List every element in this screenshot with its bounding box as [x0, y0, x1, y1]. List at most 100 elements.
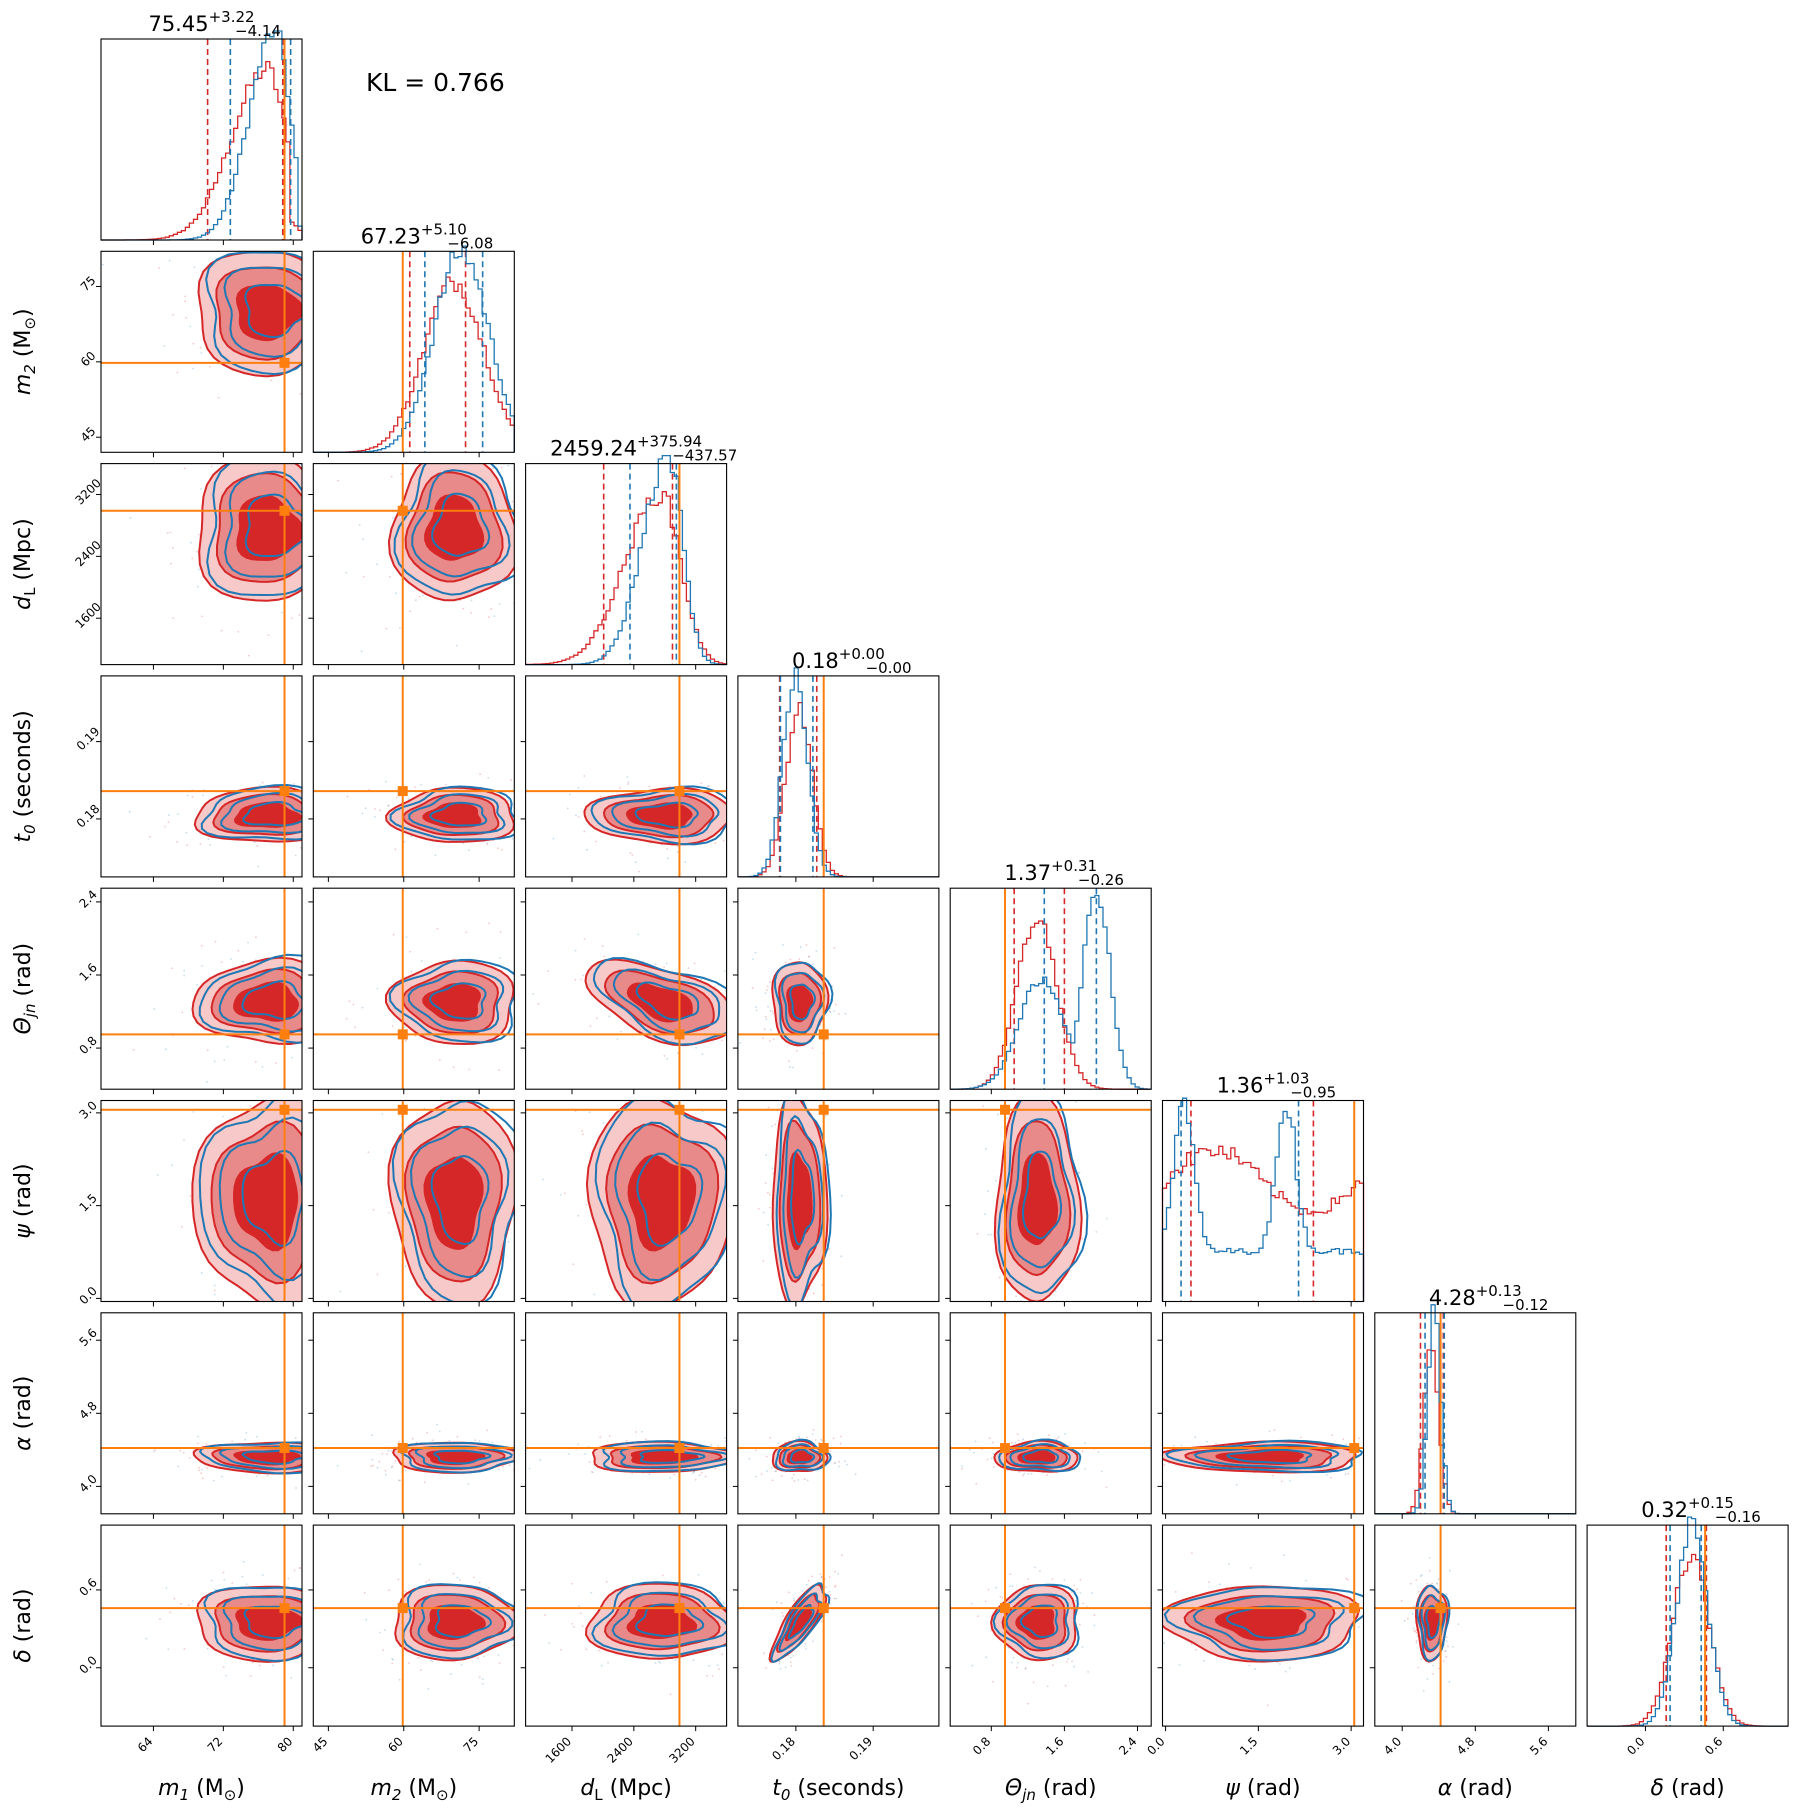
sample-point: [789, 958, 792, 961]
sample-point: [309, 1217, 311, 1219]
sample-point: [751, 987, 754, 990]
sample-point: [346, 795, 349, 798]
panel-frame: [949, 887, 1152, 1090]
sample-point: [315, 1594, 317, 1596]
sample-point: [828, 1010, 831, 1013]
sample-point: [311, 423, 313, 425]
sample-point: [492, 467, 494, 470]
sample-point: [327, 819, 329, 821]
sample-point: [729, 1604, 731, 1606]
sample-point: [178, 1307, 180, 1309]
sample-point: [418, 595, 421, 598]
sample-point: [379, 1131, 381, 1133]
sample-point: [408, 950, 411, 953]
sample-point: [405, 936, 408, 938]
sample-point: [763, 1652, 765, 1655]
contour-blue-0: [774, 1438, 832, 1472]
sample-point: [1437, 1588, 1440, 1591]
sample-point: [308, 1471, 310, 1473]
contour-blue-0: [1163, 1586, 1364, 1662]
sample-point: [209, 365, 211, 368]
sample-point: [616, 1038, 619, 1040]
sample-point: [189, 1457, 191, 1459]
sample-point: [692, 1659, 695, 1662]
sample-point: [1147, 1461, 1149, 1463]
contour-blue-2: [244, 493, 302, 557]
sample-point: [296, 1327, 298, 1329]
sample-point: [308, 1277, 310, 1279]
sample-point: [418, 1563, 421, 1566]
sample-point: [323, 1455, 325, 1457]
histogram-red-m2: [313, 276, 515, 453]
sample-point: [768, 1193, 771, 1196]
sample-point: [1006, 1117, 1009, 1119]
sample-point: [814, 1439, 817, 1441]
sample-point: [803, 1478, 806, 1480]
sample-point: [1082, 1602, 1084, 1605]
panel-frame: [100, 38, 303, 241]
sample-point: [530, 1619, 532, 1621]
sample-point: [391, 1465, 394, 1468]
sample-point: [834, 1462, 837, 1464]
sample-point: [1052, 1664, 1054, 1666]
sample-point: [252, 1661, 254, 1664]
sample-point: [473, 1576, 475, 1579]
contour-blue-1: [1193, 1443, 1340, 1469]
sample-point: [367, 1151, 370, 1153]
sample-point: [500, 849, 503, 851]
sample-point: [244, 1438, 247, 1441]
sample-point: [762, 1037, 764, 1040]
sample-point: [237, 1094, 239, 1096]
sample-point: [637, 933, 640, 936]
sample-point: [309, 821, 311, 823]
sample-point: [792, 1357, 794, 1359]
sample-point: [545, 1643, 547, 1645]
panel-theta_jn-vs-alpha: [945, 1312, 1152, 1519]
sample-point: [1054, 1290, 1057, 1292]
sample-point: [518, 454, 520, 456]
sample-point: [1273, 1429, 1276, 1431]
sample-point: [507, 800, 509, 802]
sample-point: [724, 1437, 726, 1439]
sample-point: [854, 1473, 857, 1476]
sample-point: [340, 1465, 342, 1467]
sample-point: [392, 1658, 394, 1661]
sample-point: [1268, 1430, 1271, 1433]
sample-point: [805, 944, 808, 946]
panel-frame: [100, 1099, 303, 1303]
sample-point: [335, 1046, 337, 1048]
sample-point: [1010, 1661, 1013, 1664]
sample-point: [619, 787, 621, 790]
truth-marker: [1349, 1603, 1360, 1614]
sample-point: [381, 1468, 383, 1470]
histogram-blue-t0: [737, 667, 939, 878]
sample-point: [517, 806, 519, 808]
sample-point: [695, 1046, 697, 1049]
sample-point: [792, 1597, 795, 1600]
y-tick-label-theta_jn: 0.8: [76, 1034, 99, 1057]
sample-point: [1452, 1645, 1454, 1648]
x-tick-label-t0: 0.19: [847, 1734, 876, 1763]
sample-point: [676, 850, 679, 853]
contour-blue-1: [778, 1592, 823, 1652]
truth-marker: [279, 1603, 290, 1614]
sample-point: [452, 1572, 455, 1575]
sample-point: [355, 320, 357, 322]
sample-point: [755, 1475, 758, 1478]
sample-point: [258, 784, 261, 787]
sample-point: [499, 957, 502, 959]
sample-point: [673, 1091, 675, 1093]
panel-dL: 2459.24+375.94−437.57: [524, 433, 737, 670]
sample-point: [334, 1621, 336, 1623]
y-tick-label-t0: 0.19: [74, 724, 103, 753]
sample-point: [676, 845, 679, 848]
panel-m1-vs-delta: 64 72 800.00.6: [76, 1524, 336, 1755]
sample-point: [746, 1225, 748, 1227]
sample-point: [462, 842, 465, 845]
sample-point: [218, 691, 220, 693]
sample-point: [749, 1025, 751, 1027]
sample-point: [329, 1237, 331, 1239]
sample-point: [477, 414, 479, 416]
sample-point: [804, 1642, 807, 1645]
contour-blue-0: [198, 1100, 276, 1302]
